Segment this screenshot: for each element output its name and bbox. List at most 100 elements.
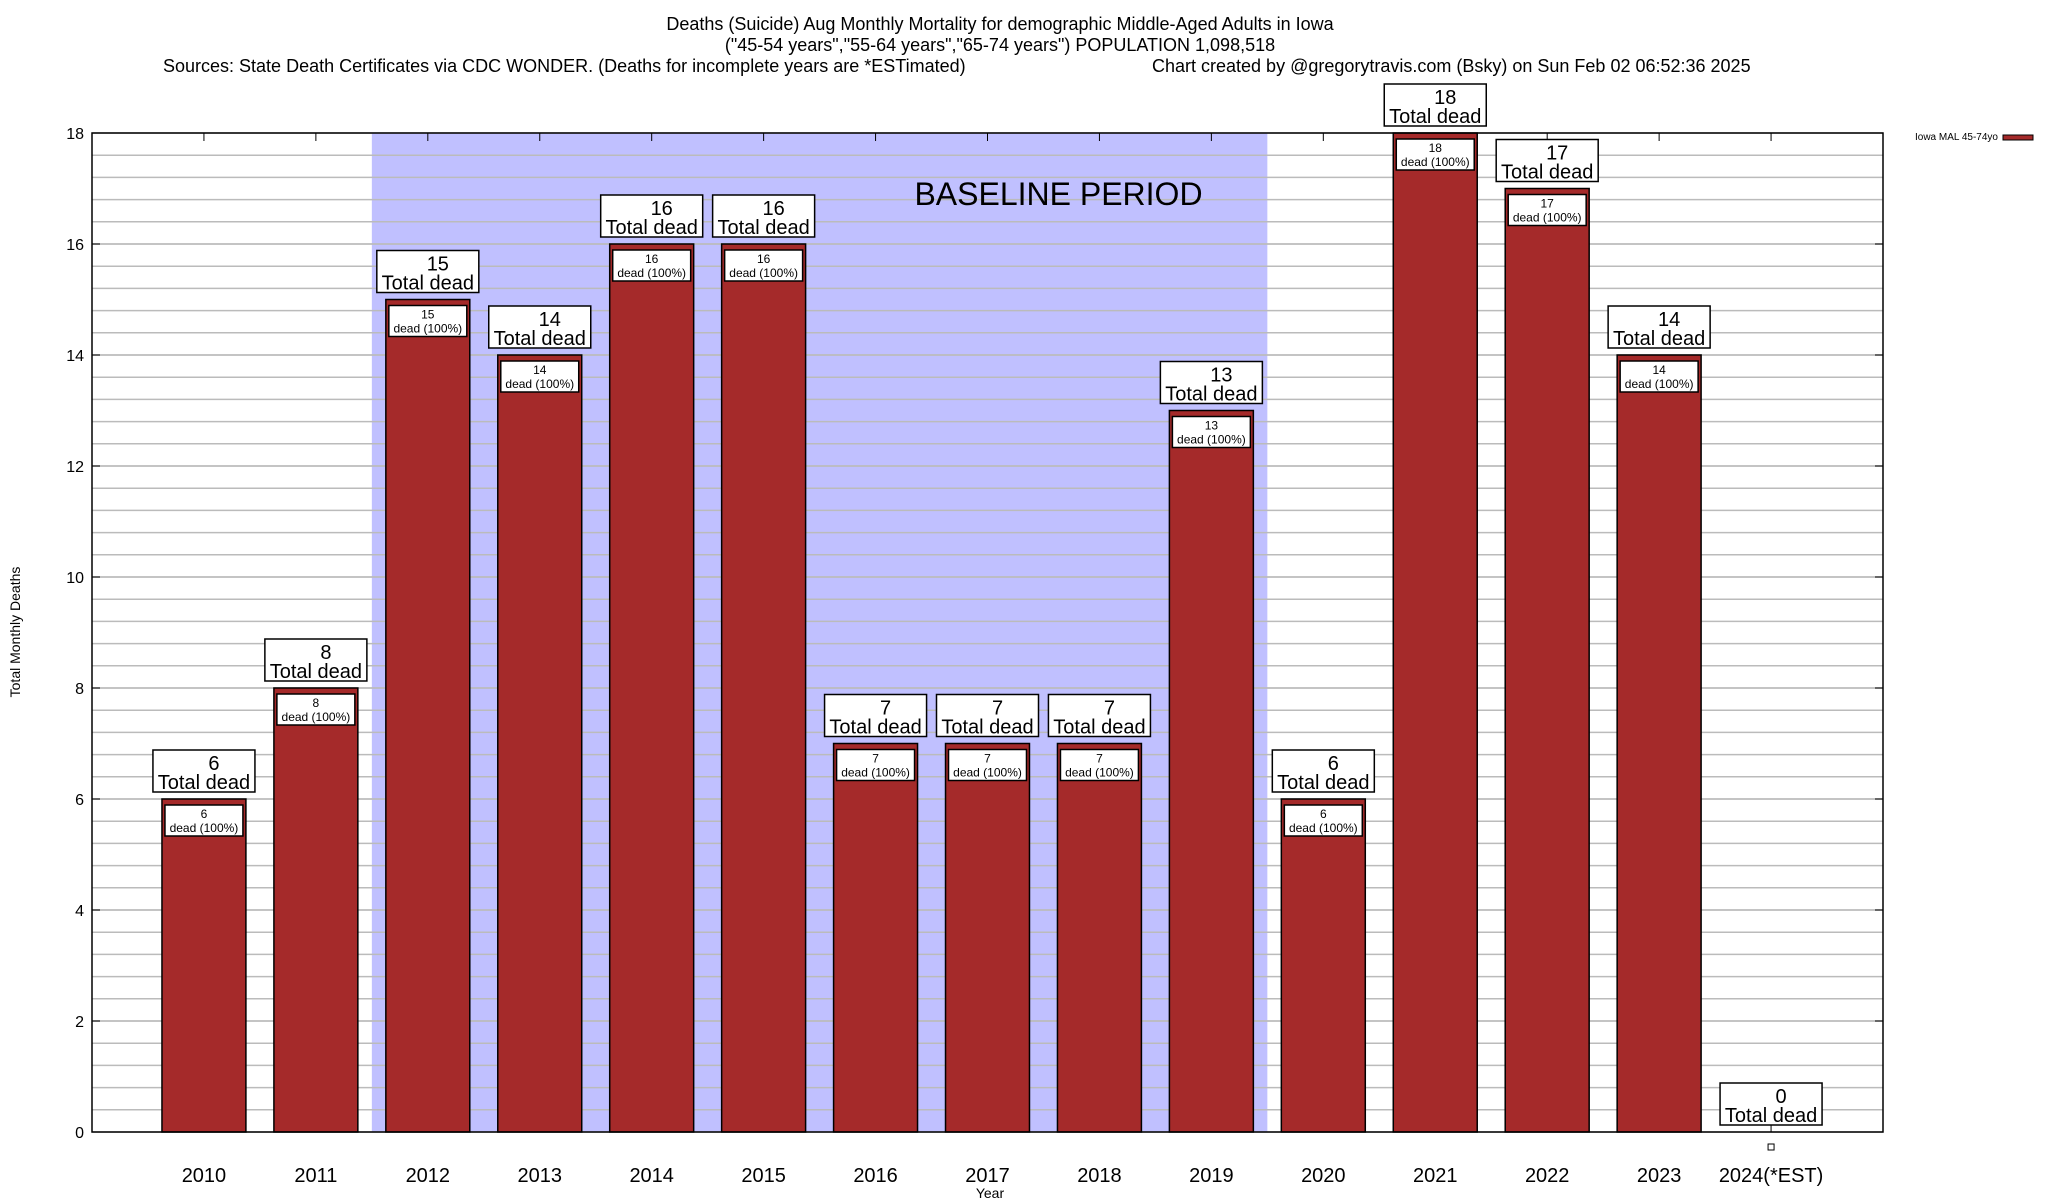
total-label-box (488, 305, 592, 349)
x-tick-label: 2017 (965, 1165, 1010, 1187)
total-value: 0 (1776, 1086, 1787, 1108)
bar-inner-label: dead (100%) (841, 766, 910, 780)
total-label-box (823, 693, 928, 738)
y-tick-label: 16 (66, 237, 84, 254)
chart-title: Deaths (Suicide) Aug Monthly Mortality f… (666, 14, 1334, 34)
bar-inner-label-box (500, 360, 580, 393)
bar-inner-label: dead (100%) (617, 266, 686, 280)
bar (1056, 742, 1143, 1133)
bar-inner-value: 7 (1096, 752, 1103, 766)
x-tick-label: 2013 (518, 1165, 563, 1187)
zero-marker (1767, 1143, 1775, 1151)
y-tick-label: 0 (75, 1125, 84, 1142)
bar-inner-label: dead (100%) (1177, 433, 1246, 447)
total-label: Total dead (382, 273, 474, 295)
total-label-box (1719, 1082, 1823, 1126)
bar-inner-label-box (1283, 804, 1364, 837)
bar (608, 243, 695, 1133)
x-tick-label: 2019 (1189, 1165, 1234, 1187)
bar (832, 742, 919, 1133)
bar (385, 298, 471, 1133)
x-tick-label: 2014 (629, 1165, 674, 1187)
bar-inner-label: dead (100%) (729, 266, 798, 280)
bar (497, 354, 583, 1133)
total-value: 14 (539, 309, 561, 331)
bar-inner-label: dead (100%) (953, 766, 1022, 780)
total-label-box (711, 194, 816, 238)
total-value: 13 (1210, 365, 1232, 387)
bar-inner-label: dead (100%) (282, 710, 351, 724)
total-label-box (1607, 305, 1711, 349)
total-label: Total dead (829, 717, 921, 739)
legend-label: Iowa MAL 45-74yo (1915, 132, 1998, 143)
total-label: Total dead (717, 217, 809, 239)
bar-inner-label-box (1507, 193, 1587, 227)
baseline-label: BASELINE PERIOD (914, 176, 1202, 212)
total-label-box (1047, 693, 1152, 738)
bar (161, 798, 247, 1133)
total-value: 6 (1328, 753, 1339, 775)
bar (1392, 132, 1478, 1133)
bar-inner-label-box (276, 693, 356, 726)
chart-credit: Chart created by @gregorytravis.com (Bsk… (1152, 56, 1751, 76)
total-label: Total dead (1501, 162, 1593, 184)
total-value: 7 (880, 698, 891, 720)
bar-inner-label-box (388, 304, 468, 338)
x-tick-label: 2012 (406, 1165, 451, 1187)
bar-inner-value: 13 (1205, 419, 1219, 433)
bar-inner-label: dead (100%) (1401, 155, 1470, 169)
bar (1168, 409, 1255, 1133)
bar-inner-value: 14 (533, 363, 547, 377)
x-tick-label: 2010 (182, 1165, 227, 1187)
total-label-box (599, 194, 704, 238)
total-label: Total dead (158, 772, 250, 794)
bar-inner-value: 17 (1541, 197, 1555, 211)
bar-inner-value: 7 (984, 752, 991, 766)
total-label-box (935, 693, 1040, 738)
total-value: 14 (1658, 309, 1680, 331)
total-label: Total dead (1165, 384, 1257, 406)
x-tick-label: 2021 (1413, 1165, 1458, 1187)
bar-inner-value: 7 (872, 752, 879, 766)
bar-inner-value: 15 (421, 308, 435, 322)
y-tick-label: 6 (75, 792, 84, 809)
total-label-box (264, 638, 368, 682)
x-tick-label: 2020 (1301, 1165, 1346, 1187)
total-label: Total dead (1613, 328, 1705, 350)
x-tick-label: 2016 (853, 1165, 898, 1187)
bar-inner-value: 6 (1320, 807, 1327, 821)
bar-inner-label-box (611, 249, 692, 282)
bar-inner-label-box (1059, 748, 1140, 782)
total-value: 15 (427, 254, 449, 276)
bar-inner-label-box (164, 804, 244, 837)
total-label-box (1495, 138, 1599, 183)
total-value: 16 (763, 198, 785, 220)
bar (1280, 798, 1367, 1133)
y-tick-label: 4 (75, 903, 84, 920)
y-axis-label: Total Monthly Deaths (7, 567, 23, 698)
total-value: 18 (1434, 87, 1456, 109)
plot-frame (91, 132, 1884, 1133)
bar-inner-label: dead (100%) (1065, 766, 1134, 780)
bar-inner-value: 18 (1429, 141, 1443, 155)
x-tick-label: 2022 (1525, 1165, 1570, 1187)
total-label: Total dead (941, 717, 1033, 739)
total-label-box (376, 249, 480, 294)
y-tick-label: 8 (75, 681, 84, 698)
chart-subtitle: ("45-54 years","55-64 years","65-74 year… (725, 35, 1275, 55)
bar-inner-value: 14 (1652, 363, 1666, 377)
x-tick-label: 2015 (741, 1165, 786, 1187)
total-label: Total dead (494, 328, 586, 350)
total-label: Total dead (1725, 1105, 1817, 1127)
total-label-box (1159, 360, 1264, 405)
bar-inner-value: 16 (757, 252, 771, 266)
bar-inner-label-box (1395, 138, 1475, 171)
bar (1504, 187, 1590, 1133)
total-label: Total dead (270, 661, 362, 683)
bar-inner-label: dead (100%) (170, 821, 239, 835)
total-label: Total dead (606, 217, 698, 239)
total-value: 16 (651, 198, 673, 220)
bar-inner-value: 6 (201, 807, 208, 821)
x-axis-label: Year (976, 1185, 1005, 1200)
